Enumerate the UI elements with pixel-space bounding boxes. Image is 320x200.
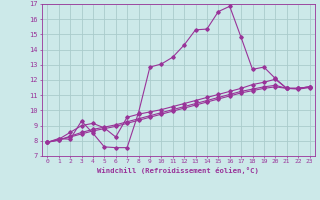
X-axis label: Windchill (Refroidissement éolien,°C): Windchill (Refroidissement éolien,°C) — [98, 167, 259, 174]
